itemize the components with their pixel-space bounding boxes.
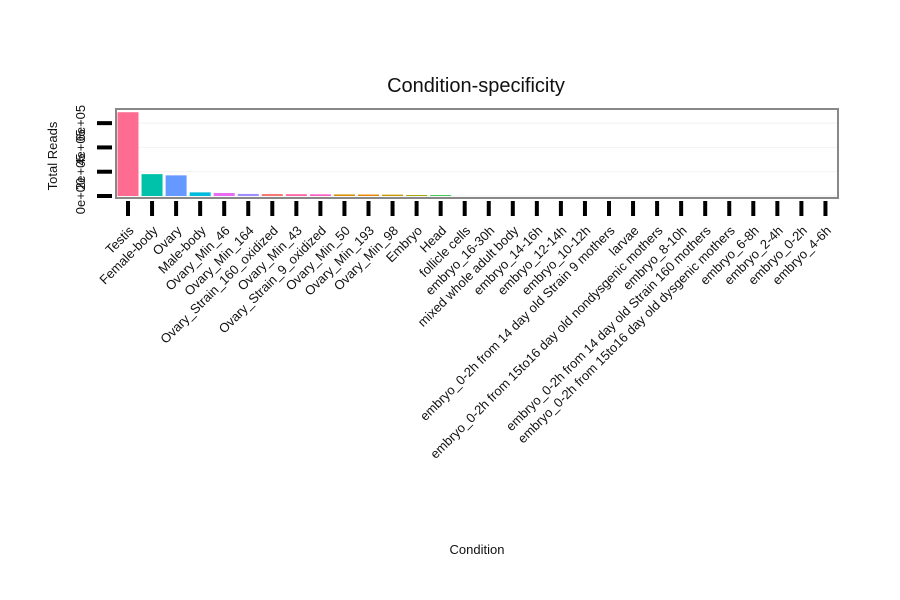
y-axis-title: Total Reads <box>45 121 60 190</box>
bar <box>285 194 307 196</box>
y-tick-label: 0e+00 <box>73 178 88 215</box>
bar <box>309 194 331 196</box>
x-axis-title: Condition <box>450 542 505 557</box>
bar <box>141 174 163 196</box>
bar <box>382 194 404 196</box>
bar <box>213 192 235 196</box>
plot-background <box>116 109 838 198</box>
y-tick-label: 6e+05 <box>73 105 88 142</box>
bar <box>333 194 355 196</box>
chart-title: Condition-specificity <box>387 75 565 97</box>
bar <box>237 193 259 196</box>
bar <box>406 195 428 196</box>
y-tick-label: 4e+05 <box>73 129 88 166</box>
bar <box>261 194 283 196</box>
bar <box>189 192 211 196</box>
x-axis: TestisFemale-bodyOvaryMale-bodyOvary_Min… <box>96 201 834 461</box>
bar <box>165 175 187 196</box>
plot-border <box>115 108 839 199</box>
bar-series <box>117 112 452 196</box>
y-tick-label: 2e+05 <box>73 153 88 190</box>
bar <box>358 194 379 196</box>
grid-lines <box>116 122 838 197</box>
bar <box>117 112 139 196</box>
bar <box>430 195 452 196</box>
